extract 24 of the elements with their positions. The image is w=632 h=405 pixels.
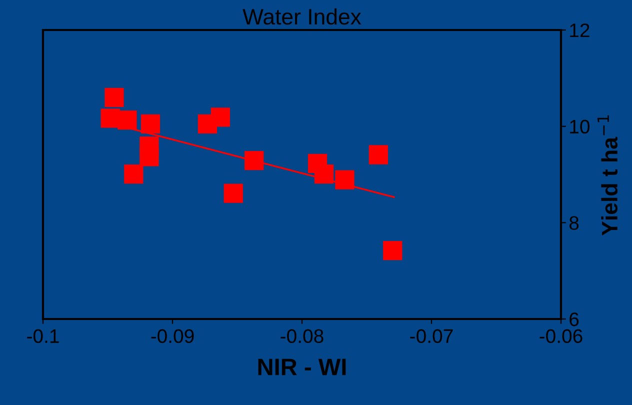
point: [124, 164, 144, 184]
point: [335, 170, 354, 190]
x-tick-label: -0.1: [27, 329, 59, 344]
x-tick-label: -0.08: [280, 329, 324, 344]
y-axis-title: Yield t ha$^{−1}$: [597, 115, 618, 236]
x-axis-title: NIR - WI: [258, 358, 346, 376]
point: [314, 164, 334, 184]
point: [224, 184, 243, 203]
point: [244, 150, 264, 170]
point: [210, 108, 230, 127]
point: [118, 110, 137, 130]
x-tick-label: -0.09: [151, 329, 194, 344]
point: [368, 145, 388, 164]
chart-title: Water Index: [242, 8, 362, 25]
point: [140, 114, 160, 134]
x-tick-label: -0.07: [410, 329, 453, 344]
y-tick-label: 12: [570, 23, 590, 38]
y-tick-label: 6: [570, 312, 579, 326]
point: [104, 88, 124, 108]
point: [383, 241, 402, 260]
y-tick-label: 10: [570, 120, 590, 134]
x-tick-label: -0.06: [540, 329, 582, 344]
y-tick-label: 8: [569, 216, 579, 230]
point: [140, 147, 159, 166]
